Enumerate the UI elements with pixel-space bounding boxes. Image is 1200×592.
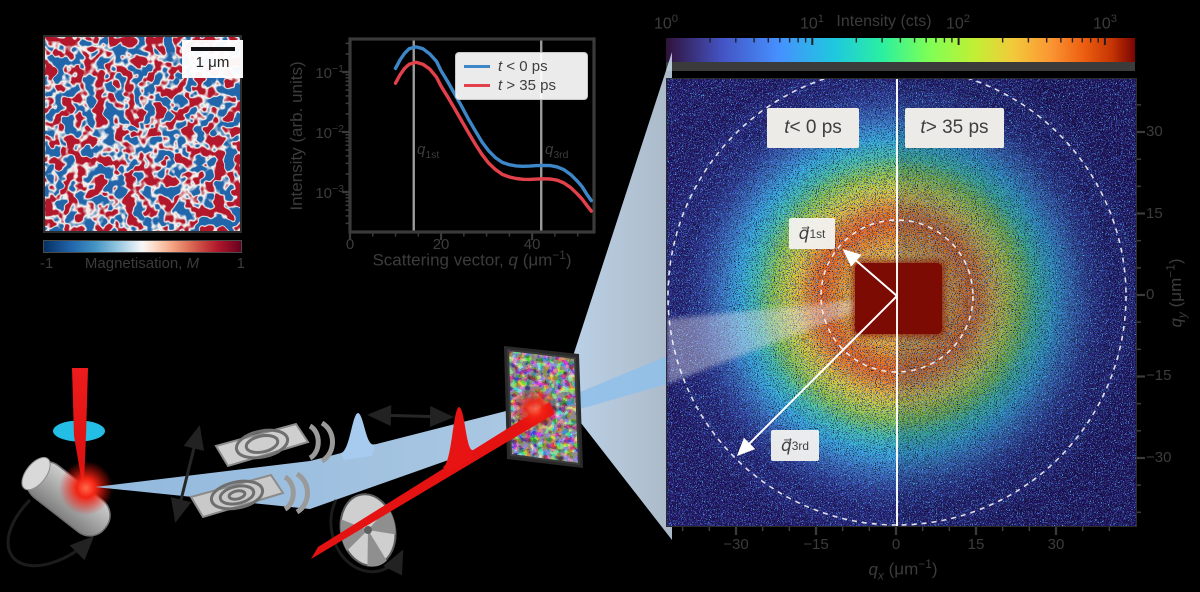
legend-item-before: t < 0 ps xyxy=(464,58,579,75)
label-qvec-1st: q⃗ 1st xyxy=(789,218,835,249)
mag-cbar-title: Magnetisation, M xyxy=(84,255,200,272)
zone-plate-optic xyxy=(189,420,335,519)
detector-colorbar-baseline xyxy=(666,62,1135,71)
laser-lens xyxy=(53,420,105,442)
legend-swatch-blue xyxy=(464,64,490,68)
plasma-glow xyxy=(59,461,113,515)
rotating-target-cylinder xyxy=(21,456,111,537)
iq-ylabel: Intensity (arb. units) xyxy=(287,61,306,211)
sample-membrane xyxy=(504,346,583,468)
detector-annotations xyxy=(667,79,1127,526)
drive-laser-beam xyxy=(72,368,88,483)
detector-colorbar xyxy=(665,38,1135,62)
chopper-wheel xyxy=(339,493,397,567)
magnetisation-colorbar xyxy=(43,240,242,253)
scale-bar-line xyxy=(190,47,235,51)
laser-pulse xyxy=(443,407,473,474)
chopper-rotation-arrow-icon xyxy=(329,499,404,576)
label-t-after: t > 35 ps xyxy=(905,108,1004,148)
sample-glow xyxy=(512,386,558,432)
beamstop-arm-shadow xyxy=(667,296,897,384)
detector-colorbar-title: Intensity (cts) xyxy=(836,13,932,30)
zoneplate-scan-arrow-icon xyxy=(170,425,205,523)
xray-beam xyxy=(95,399,553,509)
q1st-arrow xyxy=(842,249,898,297)
label-qvec-3rd: q⃗ 3rd xyxy=(771,430,819,461)
q3rd-arrow xyxy=(736,295,898,457)
iq-q3rd-label: q3rd xyxy=(545,141,569,161)
detector-xlabel: qx (μm−1) xyxy=(868,557,938,583)
detector-colorbar-ticks xyxy=(665,38,1106,45)
label-t-before: t < 0 ps xyxy=(767,108,859,148)
target-rotation-arrow-icon xyxy=(6,498,95,568)
legend-swatch-red xyxy=(464,84,490,88)
scale-bar-label: 1 μm xyxy=(195,53,230,71)
legend-label-after: t > 35 ps xyxy=(498,77,556,95)
q3rd-ring xyxy=(667,79,1127,526)
iq-legend: t < 0 ps t > 35 ps xyxy=(455,52,588,100)
iq-q1st-label: q1st xyxy=(417,141,440,161)
legend-label-before: t < 0 ps xyxy=(498,57,548,75)
mag-cbar-max: 1 xyxy=(236,255,245,272)
xray-direct-beam xyxy=(556,356,667,416)
mag-cbar-min: -1 xyxy=(40,255,54,272)
legend-item-after: t > 35 ps xyxy=(464,77,579,94)
q1st-ring xyxy=(820,219,974,373)
detector-panel: t < 0 ps t > 35 ps q⃗ 1st q⃗ 3rd xyxy=(666,78,1137,527)
pump-laser-beam xyxy=(311,402,554,559)
iq-xlabel: Scattering vector, q (μm−1) xyxy=(372,248,572,270)
half-divider-line xyxy=(896,79,898,526)
delay-arrow-icon xyxy=(367,405,454,427)
xray-pulse xyxy=(341,413,375,460)
detector-ylabel: qy (μm−1) xyxy=(1163,258,1189,328)
scale-bar: 1 μm xyxy=(182,40,243,78)
